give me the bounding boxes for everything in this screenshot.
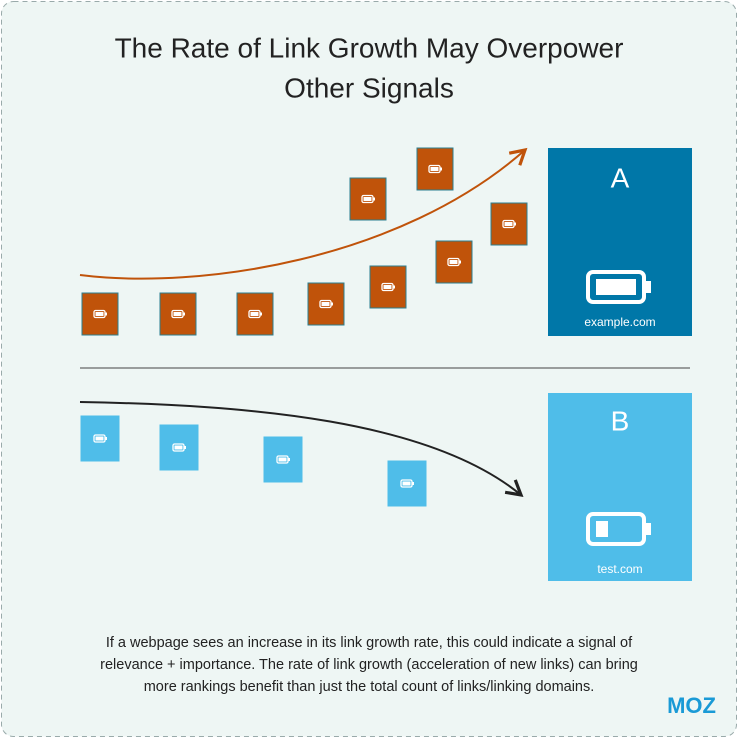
title: The Rate of Link Growth May Overpower xyxy=(115,32,624,63)
caption: If a webpage sees an increase in its lin… xyxy=(106,635,633,651)
link-squares xyxy=(81,147,528,336)
caption: relevance + importance. The rate of link… xyxy=(100,657,638,673)
caption: more rankings benefit than just the tota… xyxy=(144,679,595,695)
link-squares xyxy=(80,415,427,507)
panel-label: A xyxy=(611,162,630,193)
panel-label: B xyxy=(611,405,630,436)
logo: MOZ xyxy=(667,693,716,718)
growth-curve xyxy=(79,147,528,280)
panel-domain: example.com xyxy=(584,315,655,329)
panel-b: B test.com xyxy=(548,393,692,581)
panel-domain: test.com xyxy=(597,562,642,576)
title: Other Signals xyxy=(284,72,454,103)
decline-curve xyxy=(79,401,524,498)
panel-a: A example.com xyxy=(548,148,692,336)
